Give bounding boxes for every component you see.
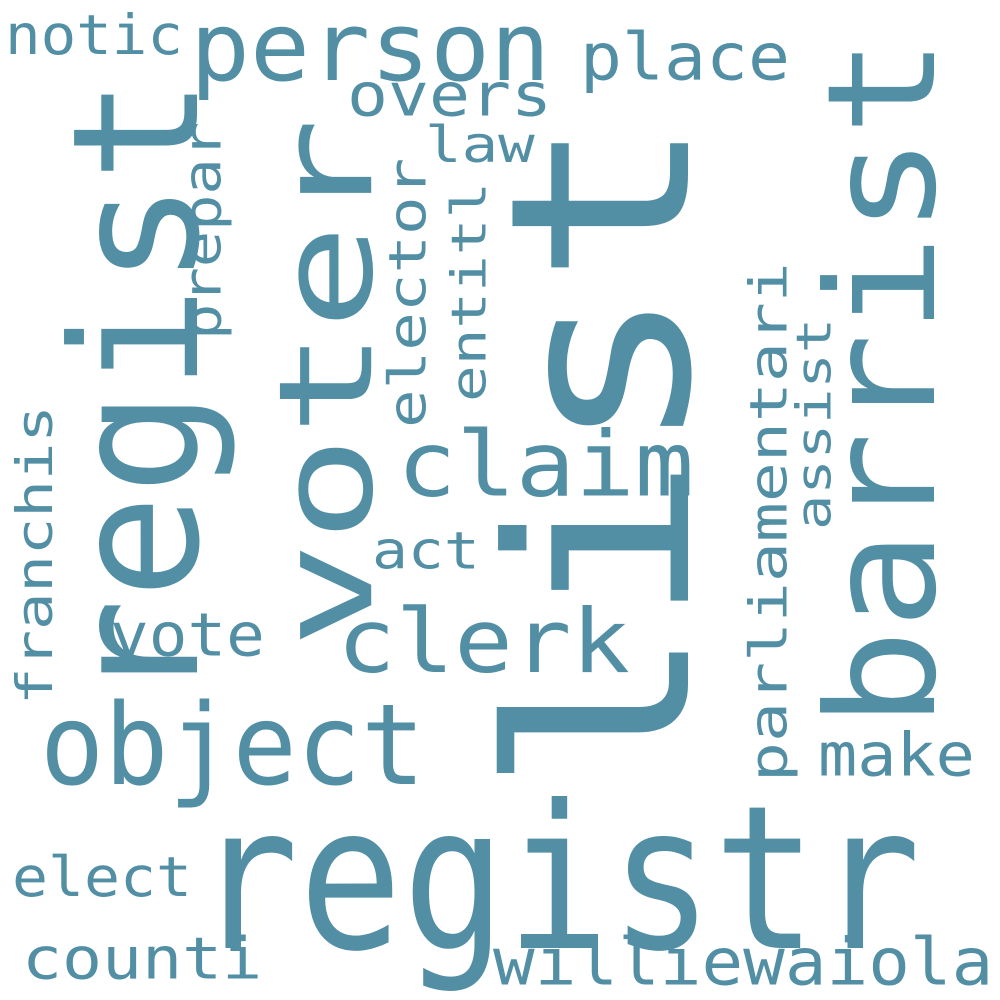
word-person: person [190,0,551,103]
word-overs: overs [347,59,553,130]
word-clerk: clerk [337,590,631,694]
word-elector: elector [377,157,439,428]
word-franchis: franchis [5,405,65,705]
word-entitl: entitl [440,181,497,402]
word-object: object [40,679,426,811]
word-make: make [818,719,975,790]
word-prepar: prepar [172,121,234,340]
word-vote: vote [110,599,265,670]
word-place: place [580,19,791,96]
word-elect: elect [12,845,193,910]
word-notic: notic [5,3,184,68]
word-counti: counti [22,924,263,993]
word-act: act [372,520,480,582]
word-law: law [425,115,535,174]
word-assist: assist [785,317,842,530]
word-claim: claim [397,411,695,518]
word-williewaiola: williewaiola [493,924,994,1000]
word-registr: registr [195,762,921,996]
